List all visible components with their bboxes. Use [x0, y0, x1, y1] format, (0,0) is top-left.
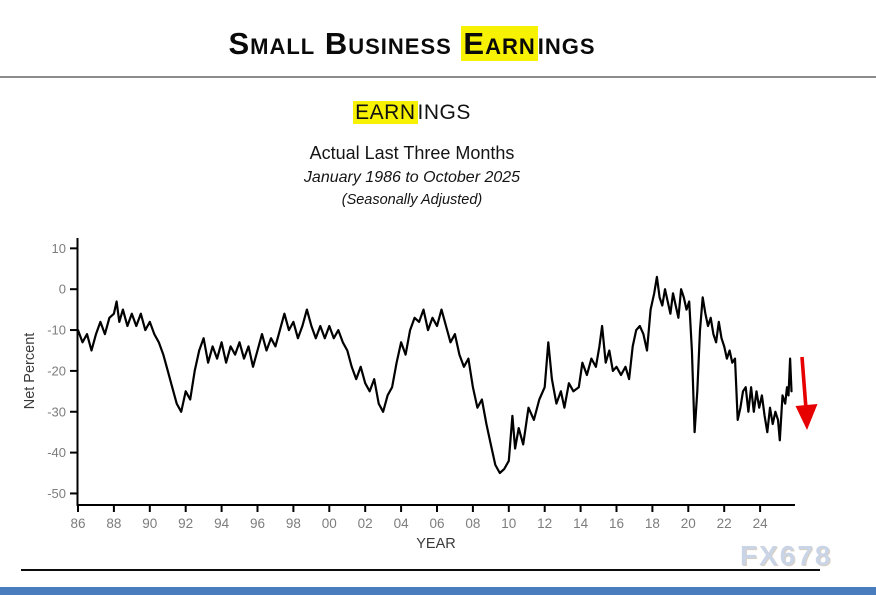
- x-tick-label: 24: [753, 516, 769, 531]
- x-tick-label: 18: [645, 516, 660, 531]
- x-tick-label: 08: [465, 516, 480, 531]
- y-tick-label: -20: [47, 363, 66, 378]
- y-tick-label: -40: [47, 445, 66, 460]
- chart-subtitle: Actual Last Three Months: [309, 143, 515, 163]
- x-tick-label: 92: [178, 516, 193, 531]
- page-title: Small Business Earnings: [0, 26, 824, 62]
- x-tick-label: 86: [70, 516, 85, 531]
- watermark: FX678: [740, 540, 833, 571]
- y-tick-label: -30: [47, 404, 66, 419]
- page-title-highlight: Earn: [461, 26, 538, 61]
- x-tick-label: 02: [358, 516, 373, 531]
- x-axis-ticks: 86 88 90 92 94 96 98 00 02 04 06 08 10 12 14 16 18 20 22 24: [70, 505, 768, 531]
- x-tick-label: 90: [142, 516, 157, 531]
- x-tick-label: 98: [286, 516, 301, 531]
- y-axis-ticks: 10 0 -10 -20 -30 -40 -50: [47, 241, 77, 501]
- x-tick-label: 10: [501, 516, 516, 531]
- x-tick-label: 22: [717, 516, 732, 531]
- x-tick-label: 16: [609, 516, 624, 531]
- y-tick-label: 0: [59, 282, 66, 297]
- x-tick-label: 14: [573, 516, 589, 531]
- x-tick-label: 12: [537, 516, 552, 531]
- header-divider: [0, 76, 876, 78]
- earnings-line: [76, 275, 793, 475]
- series-label-highlight: EARN: [353, 101, 418, 124]
- y-axis-title: Net Percent: [22, 333, 38, 410]
- page-title-pre: Small Business: [228, 26, 462, 61]
- x-tick-label: 20: [681, 516, 696, 531]
- decline-arrow-icon: [795, 356, 818, 430]
- x-tick-label: 94: [214, 516, 230, 531]
- chart-series-label: EARNINGS: [0, 101, 824, 125]
- chart-date-range: January 1986 to October 2025: [303, 169, 521, 186]
- x-tick-label: 04: [394, 516, 410, 531]
- footer-divider: [21, 569, 820, 571]
- y-tick-label: -10: [47, 323, 66, 338]
- y-tick-label: -50: [47, 486, 66, 501]
- x-tick-label: 06: [429, 516, 444, 531]
- chart-adjustment-note: (Seasonally Adjusted): [341, 192, 483, 208]
- y-tick-label: 10: [52, 241, 66, 256]
- footer-bar: [0, 587, 876, 595]
- x-tick-label: 00: [322, 516, 337, 531]
- series-label-rest: INGS: [417, 101, 471, 124]
- x-axis-title: YEAR: [416, 536, 456, 552]
- x-tick-label: 96: [250, 516, 265, 531]
- x-tick-label: 88: [106, 516, 121, 531]
- page-title-post: ings: [537, 26, 596, 61]
